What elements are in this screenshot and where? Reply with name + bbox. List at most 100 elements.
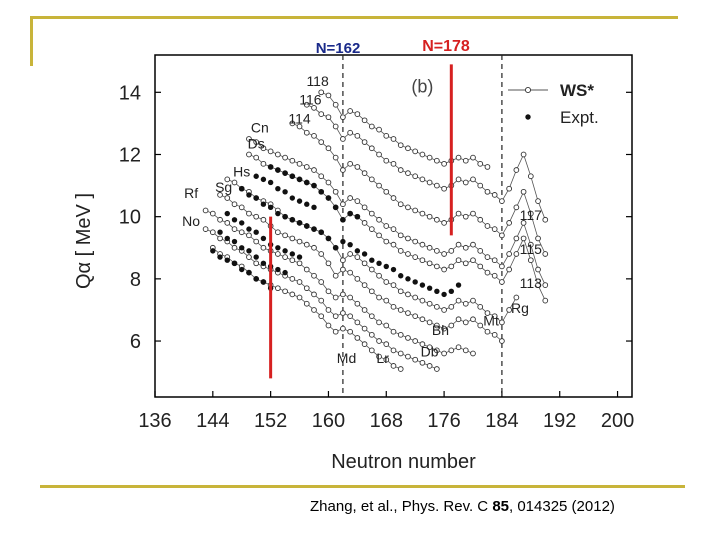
- legend-filled-marker: [525, 114, 531, 120]
- element-label-lr: Lr: [376, 350, 389, 366]
- series-point: [470, 350, 476, 357]
- series-point: [542, 216, 549, 223]
- series-point: [260, 244, 267, 251]
- series-point: [513, 294, 520, 301]
- element-label-117: 117: [520, 207, 543, 223]
- element-label-113: 113: [520, 275, 543, 291]
- expt-point: [217, 254, 223, 260]
- element-label-118: 118: [306, 73, 329, 89]
- series-point: [419, 297, 426, 304]
- series-point: [376, 272, 382, 279]
- series-point: [484, 188, 491, 195]
- series-point: [390, 241, 397, 248]
- slide-frame-bottom: [40, 485, 685, 488]
- series-point: [426, 300, 433, 307]
- series-point: [303, 129, 310, 136]
- x-tick-label-184: 184: [485, 410, 518, 432]
- series-point: [426, 344, 433, 351]
- series-point: [434, 303, 440, 310]
- series-point: [441, 251, 447, 257]
- expt-point: [296, 176, 303, 183]
- series-point: [347, 269, 353, 276]
- series-point: [462, 347, 469, 354]
- series-point: [412, 148, 419, 155]
- expt-point: [354, 248, 361, 254]
- series-point: [405, 170, 411, 176]
- expt-point: [282, 189, 288, 195]
- expt-point: [361, 251, 368, 257]
- series-point: [441, 160, 447, 167]
- series-point: [361, 341, 368, 347]
- series-point: [455, 344, 462, 351]
- series-point: [260, 160, 267, 167]
- series-point: [535, 282, 541, 288]
- x-tick-label-176: 176: [427, 410, 460, 432]
- series-point: [282, 288, 288, 295]
- series-point: [303, 266, 310, 273]
- expt-point: [426, 285, 433, 291]
- expt-point: [275, 185, 281, 192]
- series-point: [311, 291, 317, 298]
- citation: Zhang, et al., Phys. Rev. C 85, 014325 (…: [310, 498, 615, 515]
- expt-point: [253, 229, 259, 235]
- y-tick-label-12: 12: [119, 144, 141, 166]
- panel-label: (b): [411, 76, 433, 96]
- series-point: [426, 154, 433, 161]
- series-point: [325, 92, 332, 99]
- series-point: [470, 176, 476, 183]
- series-point: [224, 176, 231, 183]
- series-point: [231, 179, 238, 186]
- series-point: [376, 232, 382, 239]
- expt-point: [318, 229, 324, 235]
- series-point: [368, 288, 375, 295]
- series-point: [491, 272, 498, 279]
- series-point: [441, 325, 447, 332]
- series-point: [332, 123, 339, 130]
- series-point: [455, 154, 462, 161]
- expt-point: [224, 257, 230, 263]
- x-tick-label-168: 168: [370, 410, 403, 432]
- expt-point: [260, 235, 267, 242]
- series-point: [491, 257, 498, 264]
- expt-point: [267, 179, 274, 186]
- series-point: [361, 220, 368, 226]
- expt-point: [231, 260, 238, 267]
- series-point: [412, 313, 419, 320]
- series-point: [434, 182, 440, 189]
- series-point: [520, 151, 527, 158]
- series-point: [448, 347, 455, 354]
- series-point: [405, 251, 411, 257]
- series-point: [246, 210, 252, 217]
- series-point: [325, 260, 332, 267]
- series-point: [325, 322, 332, 329]
- expt-point: [246, 226, 252, 232]
- series-point: [405, 235, 411, 242]
- expt-point: [332, 245, 339, 251]
- series-point: [340, 201, 346, 208]
- series-point: [368, 176, 375, 183]
- expt-point: [325, 195, 332, 201]
- expt-point: [260, 260, 267, 267]
- series-point: [405, 310, 411, 316]
- series-point: [397, 248, 404, 254]
- series-point: [231, 244, 238, 251]
- series-point: [462, 179, 469, 186]
- element-label-sg: Sg: [215, 179, 232, 195]
- slide-frame-left: [30, 16, 33, 66]
- series-point: [383, 132, 390, 139]
- series-point: [347, 129, 353, 136]
- series-point: [318, 139, 325, 145]
- series-point: [253, 154, 260, 161]
- x-tick-label-192: 192: [543, 410, 576, 432]
- series-point: [462, 319, 469, 326]
- series-point: [325, 307, 332, 313]
- series-point: [267, 148, 274, 155]
- series-point: [238, 229, 245, 236]
- series-point: [419, 359, 426, 366]
- series-point: [202, 207, 209, 214]
- element-label-hs: Hs: [233, 163, 250, 179]
- series-point: [477, 263, 484, 270]
- series-point: [441, 185, 447, 192]
- series-point: [246, 136, 252, 142]
- series-point: [412, 356, 419, 363]
